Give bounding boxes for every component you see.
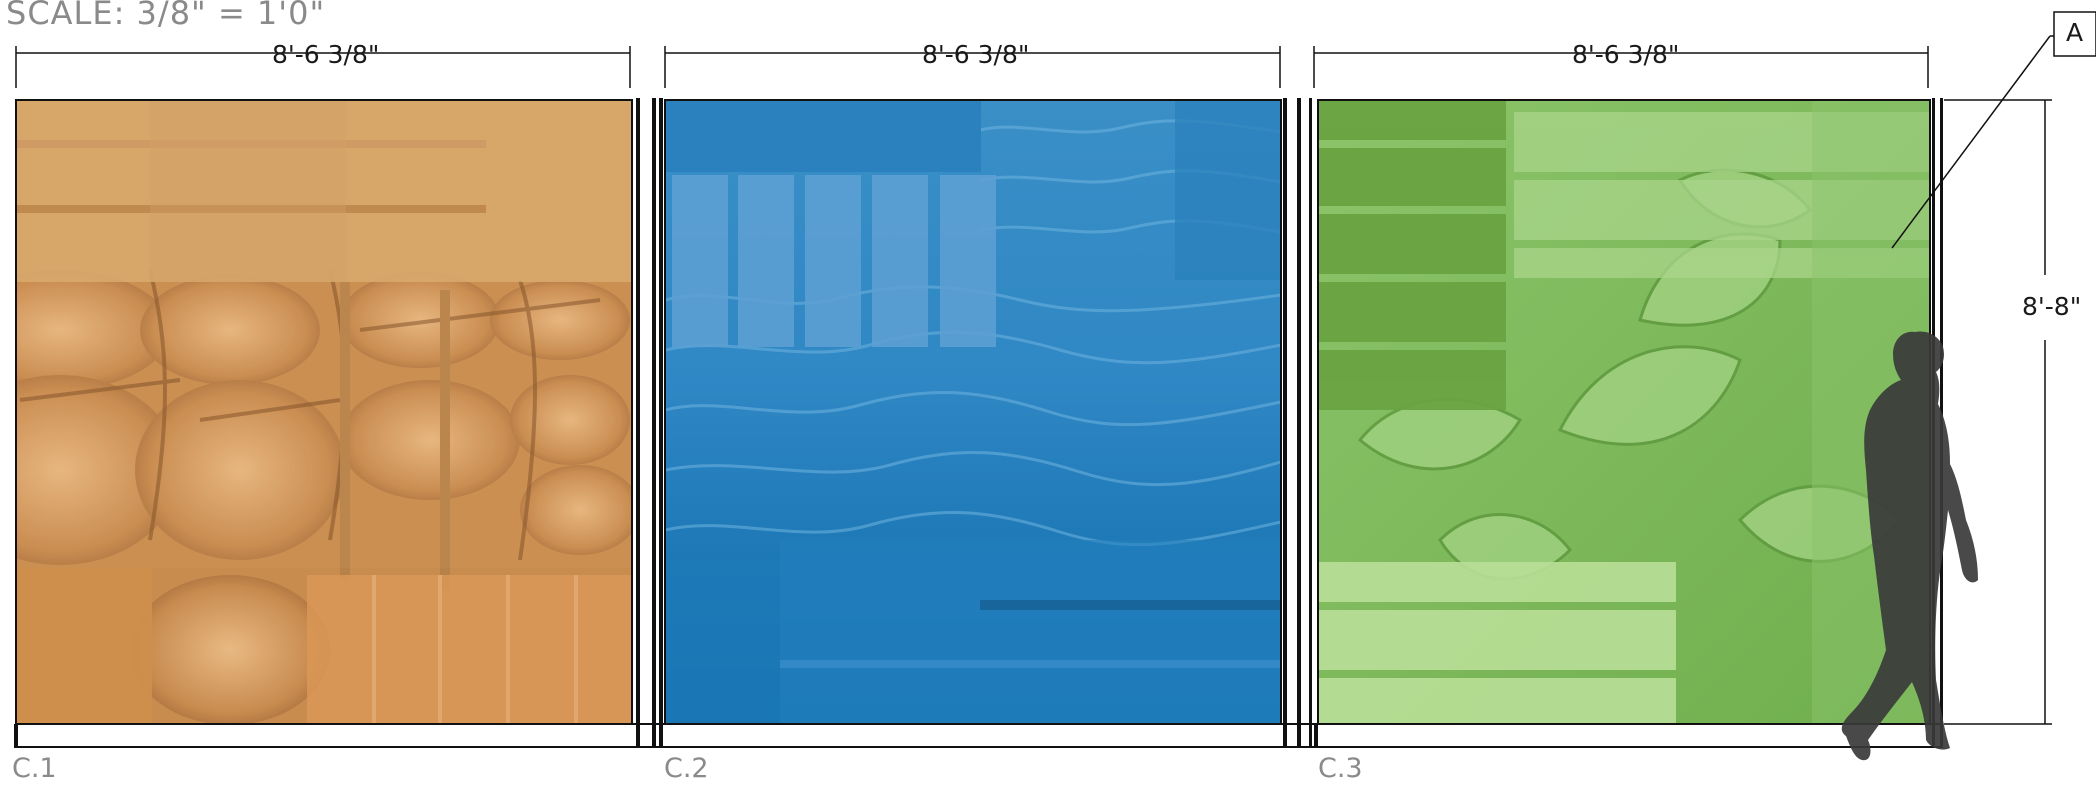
overlay-top bbox=[16, 100, 632, 282]
panel-c2-label: C.2 bbox=[664, 753, 709, 784]
panel-c2-width-dimension: 8'-6 3/8" bbox=[922, 40, 1030, 69]
panel-c2 bbox=[665, 100, 1281, 724]
height-dimension-label: 8'-8" bbox=[2022, 292, 2082, 321]
callout-letter: A bbox=[2066, 18, 2084, 47]
scale-label: SCALE: 3/8" = 1'0" bbox=[6, 0, 326, 32]
vertical-bars bbox=[672, 175, 996, 347]
human-figure-icon bbox=[1841, 331, 1978, 761]
callout-leader bbox=[1891, 11, 2096, 249]
left-bars bbox=[1318, 100, 1506, 410]
width-dimension-lines bbox=[15, 46, 1929, 88]
panel-c1 bbox=[16, 100, 632, 724]
panel-c3 bbox=[1318, 100, 1930, 724]
panel-c1-width-dimension: 8'-6 3/8" bbox=[272, 40, 380, 69]
overlay-top-left bbox=[665, 100, 981, 172]
bottom-bars bbox=[1318, 562, 1676, 724]
panel-c3-label: C.3 bbox=[1318, 753, 1363, 784]
callout-box bbox=[2053, 11, 2096, 57]
base-rails bbox=[16, 723, 1942, 748]
height-dimension-line bbox=[1944, 99, 2052, 725]
overlay-bottom-left bbox=[16, 568, 152, 724]
panel-c1-label: C.1 bbox=[12, 753, 57, 784]
panel-c3-width-dimension: 8'-6 3/8" bbox=[1572, 40, 1680, 69]
barrel-photo bbox=[16, 269, 632, 724]
